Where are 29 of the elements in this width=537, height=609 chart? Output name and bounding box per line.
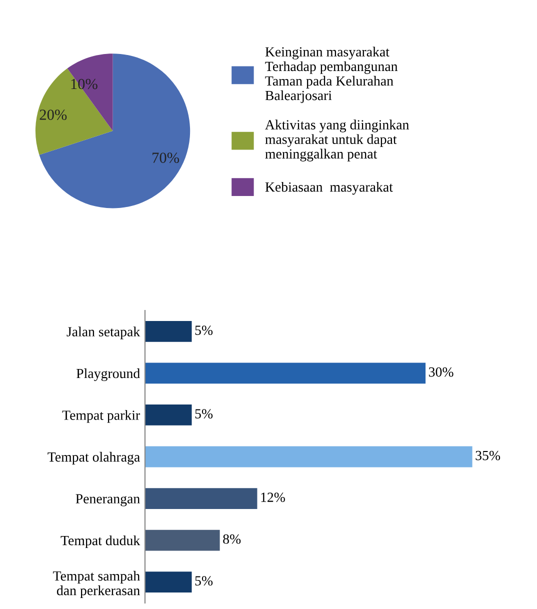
pie-slice: [67, 54, 113, 131]
data-label: 35%: [476, 450, 500, 460]
legend-label: Keinginan masyarakat Terhadap pembangunan Taman pada Kelurahan Balearjosari: [265, 46, 398, 104]
bar: [144, 362, 426, 384]
y-tick-label: Tempat duduk: [60, 535, 140, 548]
y-tick-label: Tempat olahraga: [48, 452, 140, 465]
data-label: 12%: [261, 492, 285, 502]
pie-slice: [35, 68, 113, 155]
data-label: 5%: [195, 576, 213, 586]
y-tick-label: Playground: [76, 368, 140, 382]
data-label: 70%: [152, 152, 180, 163]
data-label: 30%: [428, 367, 454, 377]
pie-slice: [39, 54, 190, 208]
data-label: 20%: [40, 110, 67, 120]
bar: [144, 446, 472, 468]
data-label: 5%: [195, 409, 213, 419]
y-tick-label: Jalan setapak: [66, 326, 140, 340]
legend-label: Kebiasaan masyarakat: [265, 182, 393, 195]
bar: [144, 404, 192, 426]
bar: [144, 530, 220, 551]
legend-label: Aktivitas yang diinginkan masyarakat untuk dapat meninggalkan penat: [265, 120, 409, 162]
bar: [144, 572, 192, 592]
bar: [144, 488, 258, 509]
data-label: 5%: [195, 326, 213, 335]
y-tick-label: Tempat parkir: [62, 410, 140, 423]
y-tick-label: Tempat sampah dan perkerasan: [53, 570, 140, 598]
y-tick-label: Penerangan: [76, 494, 140, 506]
data-label: 8%: [223, 534, 241, 544]
bar: [144, 321, 192, 342]
